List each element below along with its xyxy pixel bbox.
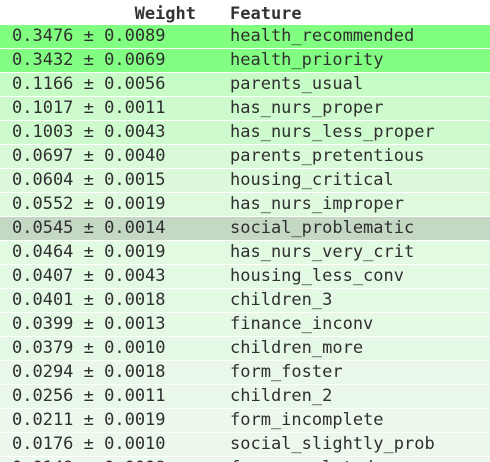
header-row: Weight Feature [0,0,490,25]
weight-cell: 0.0464 ± 0.0019 [0,240,222,265]
table-row: 0.0176 ± 0.0010 social_slightly_prob [0,432,490,457]
table-row: 0.0294 ± 0.0018 form_foster [0,360,490,385]
feature-cell: form_foster [222,360,490,385]
table-row: 0.0464 ± 0.0019 has_nurs_very_crit [0,240,490,265]
weight-cell: 0.0211 ± 0.0019 [0,408,222,433]
weight-cell: 0.0256 ± 0.0011 [0,384,222,409]
weight-cell: 0.0407 ± 0.0043 [0,264,222,289]
feature-cell: has_nurs_improper [222,192,490,217]
feature-cell: parents_usual [222,72,490,97]
table-row: 0.0149 ± 0.0008form_completed [0,456,490,462]
feature-cell: children_3 [222,288,490,313]
feature-cell: form_incomplete [222,408,490,433]
table-row: 0.0211 ± 0.0019 form_incomplete [0,408,490,433]
weight-cell: 0.0697 ± 0.0040 [0,144,222,169]
table-body: 0.3476 ± 0.0089 health_recommended 0.3432 … [0,24,490,462]
feature-cell: form_completed [222,456,490,462]
feature-cell: finance_inconv [222,312,490,337]
weight-cell: 0.0545 ± 0.0014 [0,216,222,241]
weight-cell: 0.1166 ± 0.0056 [0,72,222,97]
feature-cell: social_slightly_prob [222,432,490,457]
table-row: 0.3476 ± 0.0089 health_recommended [0,24,490,49]
weight-cell: 0.0176 ± 0.0010 [0,432,222,457]
table-row: 0.0379 ± 0.0010 children_more [0,336,490,361]
table-row: 0.1166 ± 0.0056 parents_usual [0,72,490,97]
weight-cell: 0.0379 ± 0.0010 [0,336,222,361]
feature-cell: children_more [222,336,490,361]
weight-cell: 0.1003 ± 0.0043 [0,120,222,145]
table-row: 0.0545 ± 0.0014 social_problematic [0,216,490,241]
feature-cell: has_nurs_less_proper [222,120,490,145]
table-row: 0.3432 ± 0.0069 health_priority [0,48,490,73]
table-row: 0.1017 ± 0.0011 has_nurs_proper [0,96,490,121]
table-row: 0.0401 ± 0.0018 children_3 [0,288,490,313]
table-row: 0.0407 ± 0.0043 housing_less_conv [0,264,490,289]
table-row: 0.0399 ± 0.0013 finance_inconv [0,312,490,337]
table-row: 0.1003 ± 0.0043 has_nurs_less_proper [0,120,490,145]
weight-cell: 0.3432 ± 0.0069 [0,48,222,73]
feature-cell: children_2 [222,384,490,409]
weight-column-header: Weight [0,0,222,25]
weight-cell: 0.0552 ± 0.0019 [0,192,222,217]
weight-cell: 0.0399 ± 0.0013 [0,312,222,337]
feature-column-header: Feature [222,0,490,25]
feature-cell: housing_less_conv [222,264,490,289]
feature-cell: has_nurs_very_crit [222,240,490,265]
table-row: 0.0552 ± 0.0019 has_nurs_improper [0,192,490,217]
table-row: 0.0697 ± 0.0040 parents_pretentious [0,144,490,169]
table-row: 0.0256 ± 0.0011 children_2 [0,384,490,409]
feature-cell: parents_pretentious [222,144,490,169]
weight-cell: 0.0149 ± 0.0008 [0,456,222,462]
feature-cell: housing_critical [222,168,490,193]
table-row: 0.0604 ± 0.0015 housing_critical [0,168,490,193]
feature-cell: health_priority [222,48,490,73]
feature-cell: has_nurs_proper [222,96,490,121]
weight-cell: 0.0604 ± 0.0015 [0,168,222,193]
feature-cell: health_recommended [222,24,490,49]
weight-cell: 0.0401 ± 0.0018 [0,288,222,313]
weight-cell: 0.3476 ± 0.0089 [0,24,222,49]
weight-cell: 0.0294 ± 0.0018 [0,360,222,385]
feature-cell: social_problematic [222,216,490,241]
weight-cell: 0.1017 ± 0.0011 [0,96,222,121]
